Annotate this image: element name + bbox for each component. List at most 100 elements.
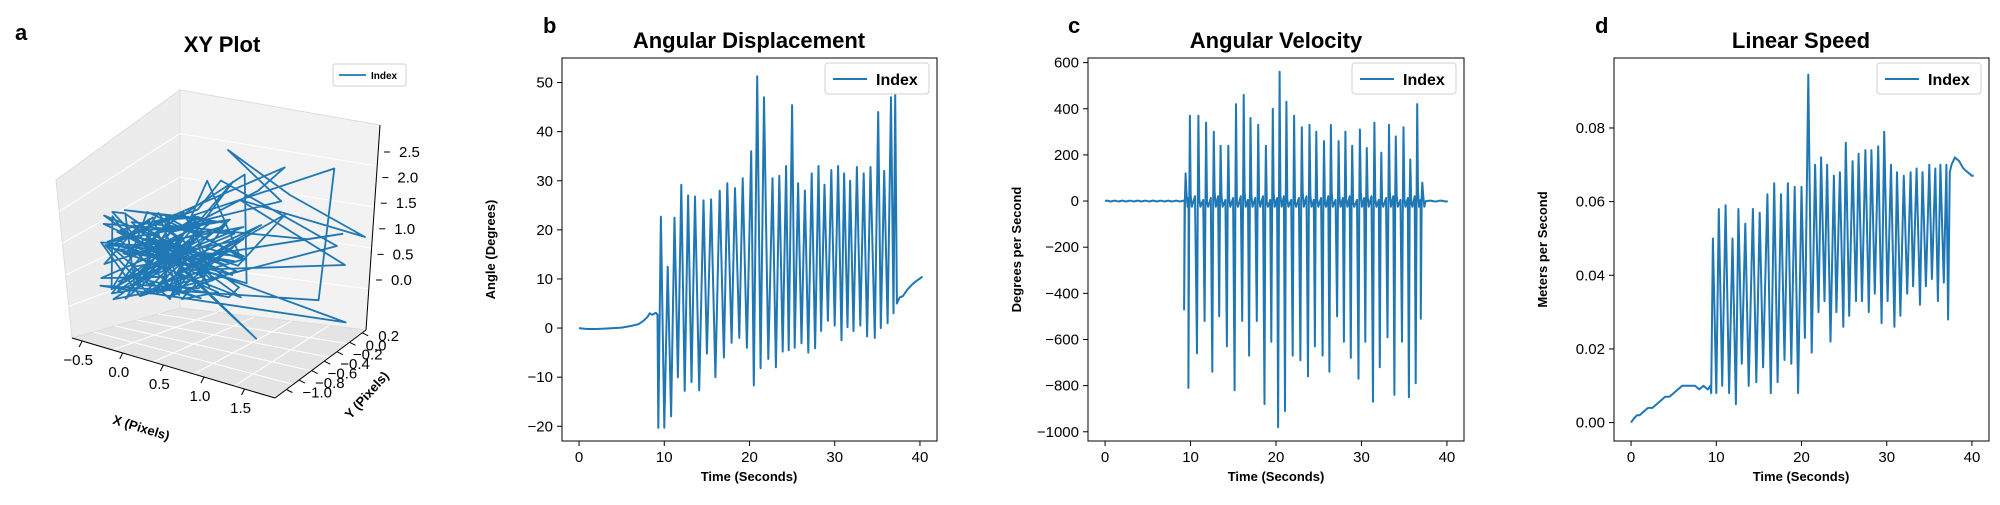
- series-line-c: [1104, 70, 1448, 429]
- legend-c: Index: [1351, 62, 1457, 95]
- panel-letter-c: c: [1068, 13, 1080, 38]
- y-tick-label-d: 0.08: [1576, 120, 1605, 137]
- x-tick-mark-a: [119, 352, 124, 360]
- y-tick-label-b: 10: [536, 271, 553, 288]
- y-tick-label-a: −0.6: [328, 366, 358, 383]
- panel-letter-d: d: [1595, 13, 1608, 38]
- y-tick-label-c: −1000: [1037, 424, 1079, 441]
- z-axis-line-a: [365, 124, 381, 331]
- x-tick-mark-a: [241, 388, 245, 396]
- z-tick-label-a: 1.0: [394, 221, 415, 238]
- x-tick-mark-a: [78, 340, 83, 348]
- x-tick-mark-a: [200, 376, 205, 384]
- x-tick-label-a: 0.5: [149, 376, 170, 393]
- legend-label-a: Index: [371, 71, 398, 82]
- y-tick-mark-a: [361, 332, 369, 337]
- y-axis-label-d: Meters per Second: [1535, 191, 1550, 307]
- x-tick-label-d: 40: [1964, 449, 1981, 466]
- y-tick-label-b: 20: [536, 222, 553, 239]
- y-tick-label-c: −400: [1045, 285, 1079, 302]
- y-tick-mark-a: [298, 379, 306, 384]
- x-axis-label-d: Time (Seconds): [1753, 469, 1850, 484]
- x-tick-label-d: 0: [1627, 449, 1635, 466]
- linear-speed-chart: Linear Speed 0 10 20 30 40 0.00 0.02 0.04 0.06 0.0…: [1535, 28, 1990, 484]
- x-axis-label-c: Time (Seconds): [1228, 469, 1325, 484]
- legend-label-b: Index: [876, 72, 918, 89]
- x-axis-label-b: Time (Seconds): [701, 469, 798, 484]
- x-tick-label-b: 0: [575, 449, 583, 466]
- ticks-a: −0.50.00.51.01.50.20.0−0.2−0.4−0.6−0.8−1…: [63, 144, 420, 417]
- chart-title-a: XY Plot: [184, 32, 261, 57]
- x-tick-label-a: 1.0: [190, 388, 211, 405]
- y-tick-label-c: −200: [1045, 239, 1079, 256]
- xy-plot-3d: XY Plot −0.50.00.51.01.50.20.0−0.2−0.4−0…: [55, 32, 420, 443]
- x-tick-label-b: 10: [656, 449, 673, 466]
- y-tick-mark-a: [336, 351, 344, 356]
- y-tick-label-d: 0.06: [1576, 194, 1605, 211]
- y-tick-label-b: 30: [536, 173, 553, 190]
- z-tick-label-a: 2.0: [397, 170, 418, 187]
- x-axis-line-a: [71, 337, 276, 399]
- y-tick-label-b: 40: [536, 124, 553, 141]
- x-tick-label-b: 30: [826, 449, 843, 466]
- y-tick-mark-a: [324, 360, 331, 365]
- x-axis-label-a: X (Pixels): [111, 412, 171, 443]
- chart-title-b: Angular Displacement: [633, 28, 866, 53]
- y-tick-label-a: −0.4: [340, 356, 370, 373]
- x-tick-label-c: 0: [1101, 449, 1109, 466]
- x-tick-label-d: 20: [1793, 449, 1810, 466]
- x-tick-label-a: −0.5: [63, 352, 93, 369]
- x-tick-label-c: 40: [1439, 449, 1456, 466]
- legend-label-d: Index: [1928, 72, 1970, 89]
- y-tick-label-c: 200: [1054, 147, 1079, 164]
- x-tick-label-c: 30: [1353, 449, 1370, 466]
- y-tick-label-a: −1.0: [302, 385, 332, 402]
- y-tick-label-c: 600: [1054, 55, 1079, 72]
- series-line-d: [1630, 73, 1974, 424]
- y-tick-mark-a: [311, 370, 318, 375]
- z-tick-label-a: 0.5: [393, 246, 414, 263]
- y-tick-label-a: 0.2: [378, 328, 399, 345]
- y-tick-label-a: 0.0: [366, 337, 387, 354]
- y-tick-label-d: 0.02: [1576, 341, 1605, 358]
- legend-b: Index: [824, 62, 930, 95]
- legend-label-c: Index: [1403, 72, 1445, 89]
- y-tick-label-c: 0: [1071, 193, 1079, 210]
- y-axis-line-a: [274, 329, 367, 399]
- z-tick-label-a: 2.5: [399, 144, 420, 161]
- y-tick-label-c: −600: [1045, 331, 1079, 348]
- x-tick-label-c: 20: [1268, 449, 1285, 466]
- chart-title-d: Linear Speed: [1732, 28, 1870, 53]
- y-tick-label-b: −10: [528, 369, 553, 386]
- series-line-a: [99, 149, 366, 340]
- legend-a: Index: [332, 63, 407, 87]
- x-tick-label-a: 1.5: [230, 400, 251, 417]
- y-tick-label-a: −0.2: [353, 347, 383, 364]
- y-tick-label-c: −800: [1045, 378, 1079, 395]
- angular-velocity-chart: Angular Velocity 0 10 20 30 40 −1000 −800 −600 −4…: [1009, 28, 1465, 484]
- legend-d: Index: [1876, 62, 1982, 95]
- y-tick-mark-a: [349, 341, 356, 346]
- angular-displacement-chart: Angular Displacement 0 10 20 30 40 −20 −10 0 10 20…: [483, 28, 938, 484]
- chart-title-c: Angular Velocity: [1190, 28, 1363, 53]
- y-tick-label-b: 50: [536, 75, 553, 92]
- x-tick-label-d: 10: [1708, 449, 1725, 466]
- z-tick-label-a: 0.0: [391, 272, 412, 289]
- y-tick-mark-a: [286, 389, 293, 393]
- y-tick-label-c: 400: [1054, 101, 1079, 118]
- y-tick-label-a: −0.8: [315, 375, 345, 392]
- y-axis-label-b: Angle (Degrees): [483, 200, 498, 300]
- x-tick-label-b: 20: [741, 449, 758, 466]
- z-tick-label-a: 1.5: [396, 195, 417, 212]
- y-tick-label-d: 0.04: [1576, 267, 1605, 284]
- series-line-b: [578, 75, 924, 429]
- y-tick-label-b: −20: [528, 418, 553, 435]
- y-tick-label-b: 0: [545, 320, 553, 337]
- x-tick-label-d: 30: [1878, 449, 1895, 466]
- x-tick-label-b: 40: [912, 449, 929, 466]
- x-tick-mark-a: [159, 364, 164, 372]
- x-tick-label-a: 0.0: [108, 364, 129, 381]
- y-tick-label-d: 0.00: [1576, 415, 1605, 432]
- panel-letter-b: b: [543, 13, 556, 38]
